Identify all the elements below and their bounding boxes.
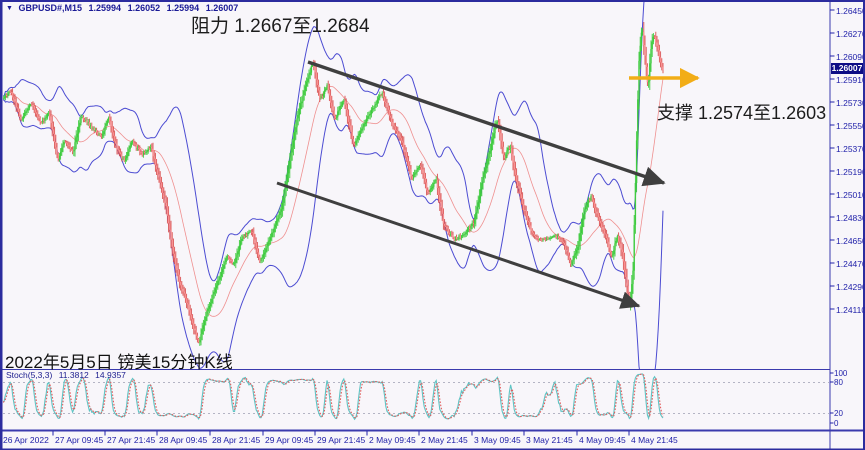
price-tick-label: 1.25190 — [836, 166, 865, 177]
price-tick-label: 1.25010 — [836, 189, 865, 200]
time-tick-label: 28 Apr 09:45 — [159, 435, 208, 445]
stoch-tick-label: 20 — [834, 409, 843, 418]
price-tick-label: 1.25370 — [836, 143, 865, 154]
time-tick-label: 2 May 21:45 — [421, 435, 468, 445]
lower-trendline — [276, 181, 641, 309]
resistance-annotation[interactable]: 阻力 1.2667至1.2684 — [191, 16, 370, 37]
current-price-badge: 1.26007 — [831, 63, 863, 74]
price-tick-label: 1.25550 — [836, 120, 865, 131]
support-annotation[interactable]: 支撑 1.2574至1.2603 — [657, 103, 827, 123]
time-tick-label: 4 May 21:45 — [631, 435, 678, 445]
stoch-tick-label: 0 — [834, 419, 839, 428]
stoch-d-value: 14.9357 — [95, 370, 126, 380]
price-tick-label: 1.26270 — [836, 28, 865, 39]
time-tick-label: 4 May 09:45 — [579, 435, 626, 445]
stoch-name: Stoch(5,3,3) — [6, 370, 53, 380]
quote-high: 1.26052 — [127, 3, 161, 13]
time-tick-label: 2 May 09:45 — [369, 435, 416, 445]
price-tick-label: 1.24650 — [836, 235, 865, 246]
price-tick-label: 1.24830 — [836, 212, 865, 223]
date-annotation[interactable]: 2022年5月5日 镑美15分钟K线 — [5, 353, 233, 372]
price-tick-label: 1.24290 — [836, 281, 865, 292]
quote-close: 1.26007 — [205, 3, 239, 13]
time-tick-label: 3 May 09:45 — [474, 435, 521, 445]
price-tick-label: 1.25730 — [836, 97, 865, 108]
symbol-ohlc-line[interactable]: ▼ GBPUSD#,M15 1.25994 1.26052 1.25994 1.… — [6, 3, 238, 13]
stoch-tick-label: 100 — [834, 369, 848, 378]
stoch-k-value: 11.3812 — [58, 370, 89, 380]
time-tick-label: 27 Apr 21:45 — [107, 435, 156, 445]
stoch-tick-label: 80 — [834, 378, 843, 387]
price-tick-label: 1.26450 — [836, 5, 865, 16]
symbol-label: GBPUSD#,M15 — [18, 3, 82, 13]
price-tick-label: 1.26090 — [836, 51, 865, 62]
symbol-dropdown-icon[interactable]: ▼ — [6, 5, 13, 12]
price-tick-label: 1.24470 — [836, 258, 865, 269]
time-tick-label: 29 Apr 09:45 — [265, 435, 314, 445]
stochastic-label: Stoch(5,3,3) 11.3812 14.9357 — [6, 370, 130, 380]
time-tick-label: 3 May 21:45 — [526, 435, 573, 445]
upper-trendline — [307, 60, 666, 187]
time-tick-label: 26 Apr 2022 — [3, 435, 49, 445]
time-tick-label: 27 Apr 09:45 — [55, 435, 104, 445]
time-tick-label: 28 Apr 21:45 — [212, 435, 261, 445]
quote-low: 1.25994 — [166, 3, 200, 13]
price-tick-label: 1.25910 — [836, 74, 865, 85]
price-tick-label: 1.24110 — [836, 304, 865, 315]
time-tick-label: 29 Apr 21:45 — [317, 435, 366, 445]
quote-open: 1.25994 — [88, 3, 122, 13]
